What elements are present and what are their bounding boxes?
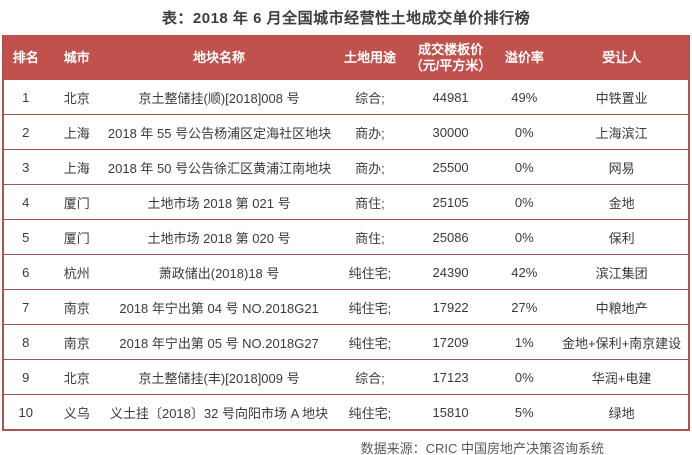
column-header-premium: 溢价率 [493, 35, 556, 80]
column-header-transferee: 受让人 [555, 35, 689, 80]
cell-land-use: 商办; [332, 149, 408, 185]
cell-floor-price: 17922 [407, 289, 494, 325]
cell-transferee: 上海滨江 [555, 114, 689, 150]
cell-floor-price: 17209 [407, 324, 494, 360]
cell-transferee: 绿地 [555, 394, 689, 430]
cell-plot-name: 2018 年宁出第 04 号 NO.2018G21 [105, 289, 333, 325]
cell-rank: 9 [3, 359, 48, 395]
table-row: 8 南京 2018 年宁出第 05 号 NO.2018G27 纯住宅; 17209 1% 金… [3, 324, 689, 360]
land-price-ranking-table: 排名 城市 地块名称 土地用途 成交楼板价 （元/平方米） 溢价率 受让人 1 北京 京土整储挂(… [2, 35, 690, 431]
cell-premium: 0% [493, 149, 556, 185]
cell-plot-name: 土地市场 2018 第 021 号 [105, 184, 333, 220]
cell-premium: 49% [511, 89, 538, 105]
cell-plot-name: 义土挂〔2018〕32 号向阳市场 A 地块 [105, 394, 333, 430]
cell-land-use: 纯住宅; [332, 394, 408, 430]
cell-city: 上海 [47, 149, 106, 185]
cell-transferee: 滨江集团 [555, 254, 689, 290]
column-header-city: 城市 [47, 35, 106, 80]
cell-premium: 27% [493, 289, 556, 325]
cell-city: 南京 [47, 324, 106, 360]
cell-land-use: 综合; [355, 90, 385, 106]
cell-plot-name: 2018 年 50 号公告徐汇区黄浦江南地块 [105, 149, 333, 185]
cell-premium: 0% [493, 184, 556, 220]
cell-transferee: 中粮地产 [555, 289, 689, 325]
cell-city: 杭州 [47, 254, 106, 290]
table-row: 10 义乌 义土挂〔2018〕32 号向阳市场 A 地块 纯住宅; 15810 5% 绿地 [3, 394, 689, 430]
cell-floor-price: 24390 [407, 254, 494, 290]
cell-plot-name: 京土整储挂(顺)[2018]008 号 [138, 90, 300, 106]
cell-premium: 5% [493, 394, 556, 430]
cell-rank: 4 [3, 184, 48, 220]
cell-transferee: 中铁置业 [595, 90, 648, 106]
cell-plot-name: 土地市场 2018 第 020 号 [105, 219, 333, 255]
table-row: 7 南京 2018 年宁出第 04 号 NO.2018G21 纯住宅; 17922 27%… [3, 289, 689, 325]
cell-rank: 3 [3, 149, 48, 185]
cell-city: 北京 [47, 359, 106, 395]
cell-plot-name: 2018 年宁出第 05 号 NO.2018G27 [105, 324, 333, 360]
column-header-floor-price: 成交楼板价 （元/平方米） [407, 35, 494, 80]
cell-rank: 7 [3, 289, 48, 325]
cell-city: 义乌 [47, 394, 106, 430]
cell-plot-name: 京土整储挂(丰)[2018]009 号 [105, 359, 333, 395]
cell-rank: 2 [3, 114, 48, 150]
column-header-plot-name: 地块名称 [105, 35, 333, 80]
table-row: 2 上海 2018 年 55 号公告杨浦区定海社区地块 商办; 30000 0% 上海滨江 [3, 114, 689, 150]
cell-transferee: 金地 [555, 184, 689, 220]
cell-rank: 10 [3, 394, 48, 430]
data-source-note: 数据来源：CRIC 中国房地产决策咨询系统 [360, 441, 604, 455]
table-row: 6 杭州 萧政储出(2018)18 号纯住宅; 24390 42% 滨江集团 [3, 254, 689, 290]
column-header-rank: 排名 [3, 35, 48, 80]
cell-premium: 42% [493, 254, 556, 290]
cell-transferee: 网易 [555, 149, 689, 185]
cell-transferee: 华润+电建 [555, 359, 689, 395]
cell-land-use: 纯住宅; [332, 254, 408, 290]
header-row: 排名 城市 地块名称 土地用途 成交楼板价 （元/平方米） 溢价率 受让人 [3, 35, 689, 80]
cell-land-use: 综合; [332, 359, 408, 395]
table-body: 1 北京 京土整储挂(顺)[2018]008 号综合; 44981 49% 中铁置业 2 上海… [3, 80, 689, 430]
cell-premium: 0% [493, 359, 556, 395]
table-row: 9 北京 京土整储挂(丰)[2018]009 号综合; 17123 0% 华润+电建 [3, 359, 689, 395]
cell-city: 厦门 [47, 219, 106, 255]
cell-floor-price: 25500 [407, 149, 494, 185]
cell-transferee: 保利 [555, 219, 689, 255]
cell-premium: 1% [493, 324, 556, 360]
cell-premium: 0% [493, 219, 556, 255]
cell-transferee: 金地+保利+南京建设 [555, 324, 689, 360]
cell-floor-price: 25105 [407, 184, 494, 220]
cell-floor-price: 30000 [407, 114, 494, 150]
table-header: 排名 城市 地块名称 土地用途 成交楼板价 （元/平方米） 溢价率 受让人 [3, 35, 689, 80]
cell-rank: 6 [3, 254, 48, 290]
table-row: 4 厦门 土地市场 2018 第 021 号商住; 25105 0% 金地 [3, 184, 689, 220]
cell-land-use: 纯住宅; [332, 289, 408, 325]
cell-land-use: 商住; [332, 219, 408, 255]
cell-plot-name: 2018 年 55 号公告杨浦区定海社区地块 [105, 114, 333, 150]
cell-land-use: 纯住宅; [332, 324, 408, 360]
cell-city: 厦门 [47, 184, 106, 220]
cell-floor-price: 15810 [407, 394, 494, 430]
cell-rank: 5 [3, 219, 48, 255]
table-row: 1 北京 京土整储挂(顺)[2018]008 号 综合; 44981 49% 中铁置业 [3, 80, 689, 115]
cell-land-use: 商办; [332, 114, 408, 150]
cell-floor-price: 44981 [432, 89, 469, 105]
cell-city: 上海 [47, 114, 106, 150]
column-header-land-use: 土地用途 [332, 35, 408, 80]
table-row: 3 上海 2018 年 50 号公告徐汇区黄浦江南地块 商办; 25500 0% 网易 [3, 149, 689, 185]
table-title: 表：2018 年 6 月全国城市经营性土地成交单价排行榜 [161, 10, 531, 27]
cell-land-use: 商住; [332, 184, 408, 220]
cell-rank: 8 [3, 324, 48, 360]
table-row: 5 厦门 土地市场 2018 第 020 号商住; 25086 0% 保利 [3, 219, 689, 255]
cell-city: 南京 [47, 289, 106, 325]
cell-plot-name: 萧政储出(2018)18 号 [105, 254, 333, 290]
cell-city: 北京 [63, 90, 90, 106]
cell-floor-price: 25086 [407, 219, 494, 255]
cell-rank: 1 [22, 89, 30, 105]
cell-premium: 0% [493, 114, 556, 150]
cell-floor-price: 17123 [407, 359, 494, 395]
